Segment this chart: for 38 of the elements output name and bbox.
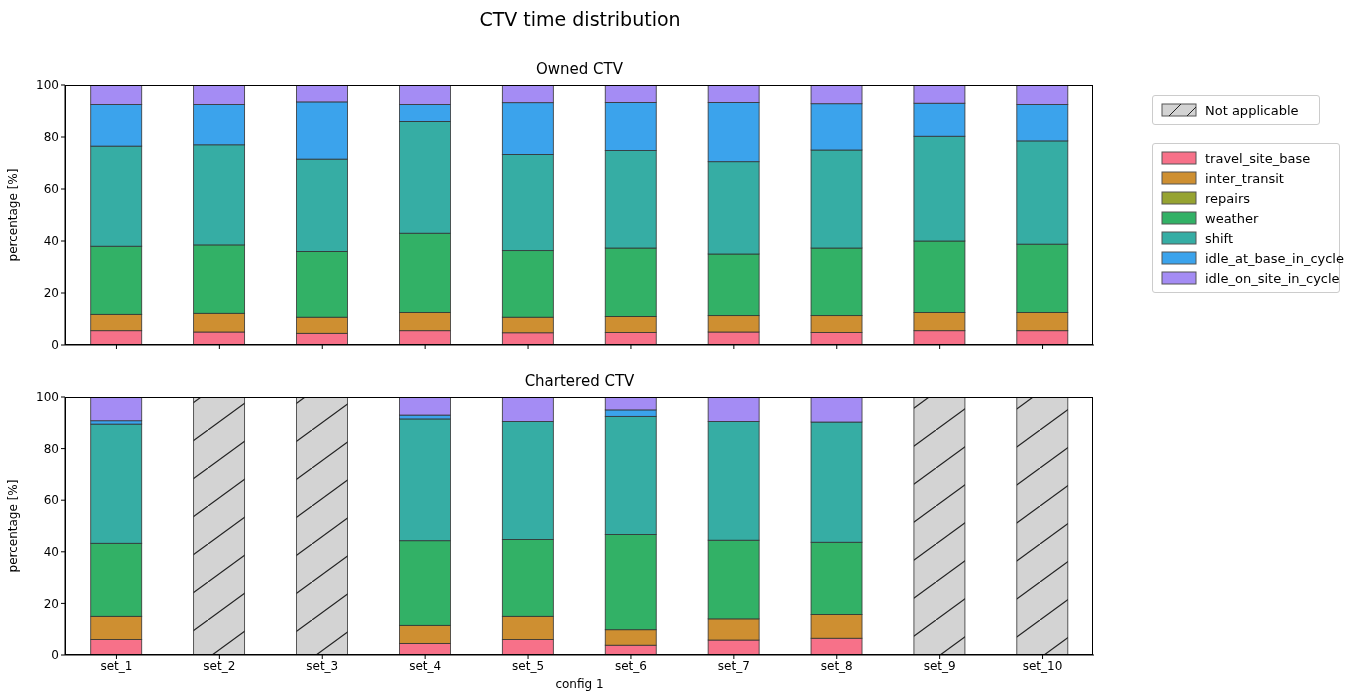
y-tick-label: 0 [51, 338, 59, 353]
x-axis-title: config 1 [554, 677, 605, 691]
y-axis-title: percentage [%] [6, 168, 21, 262]
chart-title: Chartered CTV [523, 372, 636, 390]
y-tick-label: 0 [51, 648, 59, 663]
legend-label: shift [1205, 230, 1234, 246]
y-tick-label: 80 [43, 441, 59, 456]
y-axis-title: percentage [%] [6, 479, 21, 573]
legend-label: weather [1205, 210, 1259, 226]
legend-label: travel_site_base [1205, 150, 1311, 166]
x-tick-label: set_8 [820, 658, 853, 673]
chart-title: Owned CTV [535, 60, 624, 78]
y-tick-label: 60 [43, 493, 59, 508]
legend-label: repairs [1205, 190, 1251, 206]
y-tick-label: 80 [43, 130, 59, 145]
legend-label: idle_on_site_in_cycle [1205, 270, 1340, 286]
x-tick-label: set_10 [1022, 658, 1063, 673]
y-tick-label: 40 [43, 545, 59, 560]
x-tick-label: set_7 [717, 658, 750, 673]
y-tick-label: 20 [43, 596, 59, 611]
x-tick-label: set_3 [306, 658, 339, 673]
legend-label: Not applicable [1205, 102, 1299, 118]
y-tick-label: 100 [36, 390, 59, 405]
x-tick-label: set_6 [614, 658, 647, 673]
x-tick-label: set_5 [512, 658, 545, 673]
x-tick-label: set_1 [100, 658, 133, 673]
y-tick-label: 40 [43, 234, 59, 249]
legend-label: idle_at_base_in_cycle [1205, 250, 1344, 266]
y-tick-label: 20 [43, 286, 59, 301]
text: CTV time distribution [478, 8, 682, 30]
y-tick-label: 100 [36, 78, 59, 93]
legend-label: inter_transit [1205, 170, 1284, 186]
x-tick-label: set_2 [203, 658, 236, 673]
x-tick-label: set_4 [409, 658, 442, 673]
bar [399, 397, 451, 416]
x-tick-label: set_9 [923, 658, 956, 673]
bar [90, 397, 143, 422]
y-tick-label: 60 [43, 182, 59, 197]
